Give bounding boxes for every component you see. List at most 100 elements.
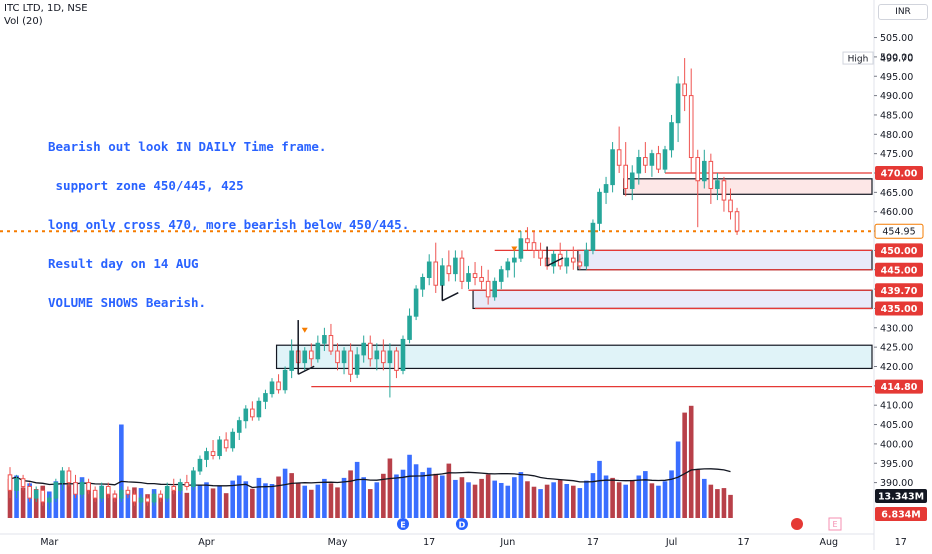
candle-body — [138, 497, 144, 503]
volume-bar — [217, 485, 222, 518]
down-arrow — [441, 292, 459, 302]
volume-bar — [682, 412, 687, 518]
candle-body — [158, 493, 163, 499]
event-marker[interactable] — [397, 518, 409, 530]
volume-bar — [551, 482, 556, 518]
currency-selector[interactable]: INR — [878, 4, 928, 20]
price-tick-label: 490.00 — [880, 91, 913, 102]
volume-bar — [472, 484, 478, 518]
price-tick-label: 410.00 — [880, 401, 913, 412]
volume-bar — [145, 494, 150, 518]
candle-body — [197, 458, 203, 472]
candle-body — [643, 157, 648, 166]
volume-bar — [485, 474, 491, 518]
candle-body — [204, 451, 209, 460]
volume-bar — [505, 485, 511, 518]
candle-body — [433, 261, 439, 286]
symbol-title: ITC LTD, 1D, NSE — [4, 3, 88, 14]
candle-body — [479, 276, 484, 282]
volume-bar — [33, 489, 39, 518]
level-price-label-bg — [875, 166, 923, 180]
price-tick-label: 480.00 — [880, 130, 913, 141]
candle-body — [525, 238, 530, 244]
support-zone — [577, 249, 873, 271]
level-price-label: 414.80 — [881, 382, 918, 393]
volume-bar — [158, 495, 163, 518]
candle-body — [40, 489, 46, 503]
down-arrow — [297, 365, 315, 375]
volume-bar — [721, 488, 727, 518]
down-arrow — [546, 257, 564, 267]
candle-body — [151, 493, 157, 503]
volume-bar — [498, 482, 504, 518]
volume-bar — [413, 464, 419, 518]
volume-bar — [695, 469, 701, 518]
time-tick-label: 17 — [738, 537, 750, 548]
candle-body — [440, 265, 445, 286]
volume-bar — [420, 472, 425, 518]
volume-bar — [688, 405, 694, 518]
volume-bar — [328, 483, 334, 518]
analysis-note-line: long only cross 470, more bearish below … — [48, 217, 410, 232]
candle-body — [53, 482, 59, 499]
level-price-label: 470.00 — [881, 169, 918, 180]
volume-bar — [322, 478, 327, 518]
volume-bar — [492, 480, 497, 518]
volume-bar — [544, 484, 550, 518]
price-tick-label: 495.00 — [880, 72, 913, 83]
candle-body — [236, 420, 242, 433]
earnings-marker-label: E — [832, 520, 837, 529]
candle-body — [322, 335, 327, 344]
volume-bar — [269, 484, 275, 518]
volume-bar — [557, 479, 563, 518]
candle-body — [485, 280, 491, 298]
support-zone — [275, 344, 873, 370]
candle-body — [184, 482, 190, 487]
earnings-marker[interactable] — [791, 518, 803, 530]
candle-body — [426, 261, 432, 278]
event-marker[interactable] — [455, 518, 468, 530]
price-tick-label: 420.00 — [880, 362, 913, 373]
volume-bar — [171, 490, 177, 518]
volume-bar — [636, 475, 642, 518]
volume-bar — [571, 485, 576, 518]
level-price-label-bg — [875, 262, 923, 277]
volume-bar — [197, 484, 203, 518]
candle-body — [341, 350, 347, 364]
event-marker-label: D — [459, 521, 466, 530]
candle-body — [505, 261, 511, 271]
volume-bar — [590, 473, 596, 518]
candle-body — [551, 253, 556, 267]
volume-bar — [263, 483, 268, 518]
volume-bar — [675, 441, 681, 518]
volume-bar — [20, 487, 26, 518]
analysis-note: Bearish out look IN DAILY Time frame. su… — [48, 114, 409, 322]
candle-body — [210, 451, 216, 457]
volume-bar — [191, 482, 196, 518]
candle-body — [682, 83, 687, 97]
price-tick-label: 400.00 — [880, 439, 913, 450]
price-tick-label: 475.00 — [880, 149, 913, 160]
level-price-label: 450.00 — [881, 246, 918, 257]
volume-bar — [564, 484, 570, 518]
volume-bar — [662, 481, 668, 518]
volume-bar — [584, 480, 589, 518]
candle-body — [715, 180, 720, 189]
candle-body — [230, 431, 235, 449]
candle-body — [564, 257, 570, 267]
candle-body — [675, 83, 681, 124]
signal-marker — [511, 246, 518, 252]
candle-body — [328, 335, 334, 352]
volume-bar — [603, 475, 609, 518]
candle-body — [381, 350, 386, 364]
candle-body — [446, 265, 452, 275]
candle-body — [610, 149, 615, 186]
candle-body — [702, 160, 707, 182]
volume-bar — [453, 479, 458, 518]
volume-bar — [525, 481, 530, 518]
volume-bar — [577, 488, 583, 518]
earnings-marker[interactable] — [828, 517, 842, 531]
volume-bar — [243, 481, 249, 518]
